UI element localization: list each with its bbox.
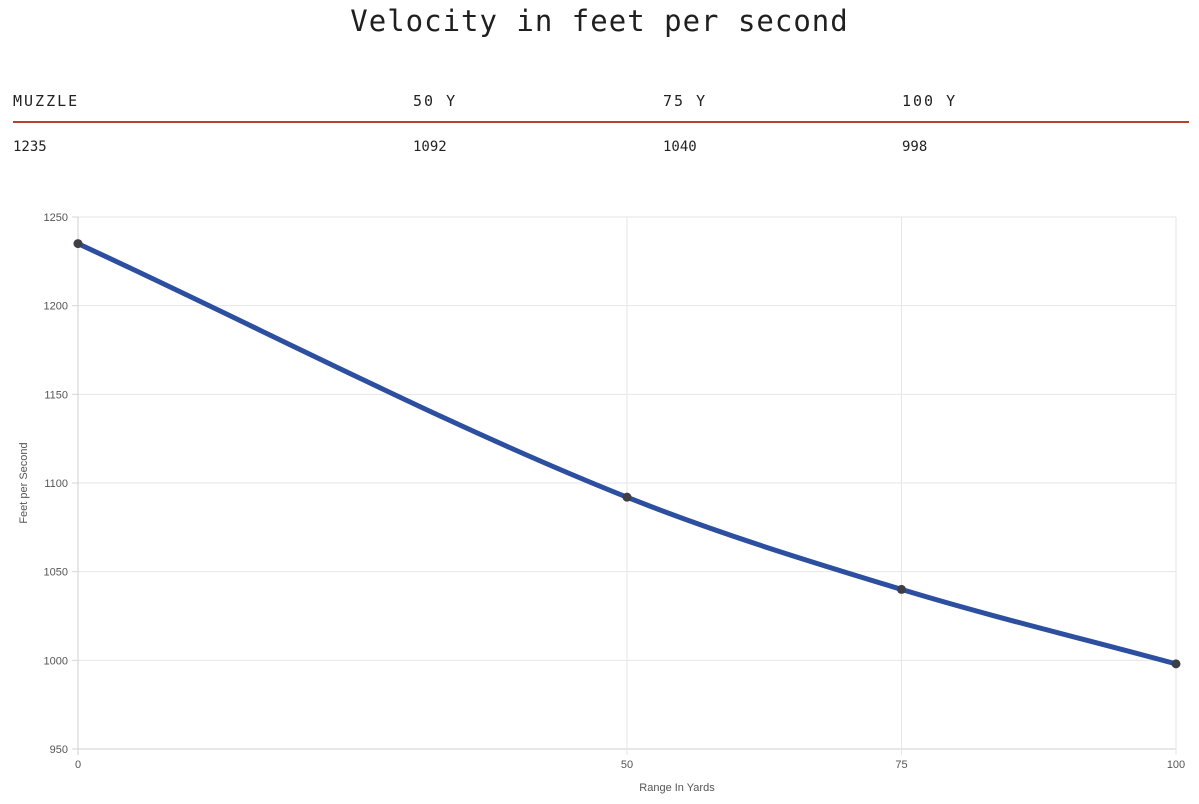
data-point	[622, 492, 632, 502]
y-tick-label: 1150	[44, 389, 68, 401]
velocity-series-line	[75, 241, 1179, 667]
x-axis-title: Range In Yards	[639, 782, 715, 794]
x-tick-label: 50	[621, 759, 633, 771]
velocity-table: MUZZLE 50 Y 75 Y 100 Y 1235 1092 1040 99…	[13, 86, 1189, 166]
y-tick-label: 1250	[44, 212, 68, 224]
page-title: Velocity in feet per second	[350, 4, 849, 38]
y-tick-label: 1050	[44, 567, 68, 579]
table-value-100y: 998	[902, 139, 928, 155]
table-header-50y: 50 Y	[413, 92, 458, 110]
table-header-75y: 75 Y	[663, 92, 708, 110]
table-header-100y: 100 Y	[902, 92, 958, 110]
table-value-50y: 1092	[413, 139, 447, 155]
x-tick-label: 100	[1167, 759, 1185, 771]
table-header-rule	[13, 121, 1189, 123]
table-value-muzzle: 1235	[13, 139, 47, 155]
y-tick-label: 1200	[44, 301, 68, 313]
x-tick-label: 75	[895, 759, 907, 771]
y-axis-title: Feet per Second	[18, 442, 30, 523]
data-point	[73, 239, 83, 249]
y-tick-label: 1100	[44, 478, 68, 490]
table-header-muzzle: MUZZLE	[13, 92, 80, 110]
table-value-75y: 1040	[663, 139, 697, 155]
data-point	[897, 584, 906, 594]
y-tick-label: 950	[50, 744, 68, 756]
data-point	[1171, 659, 1181, 669]
y-tick-label: 1000	[44, 655, 68, 667]
x-tick-label: 0	[75, 759, 81, 771]
